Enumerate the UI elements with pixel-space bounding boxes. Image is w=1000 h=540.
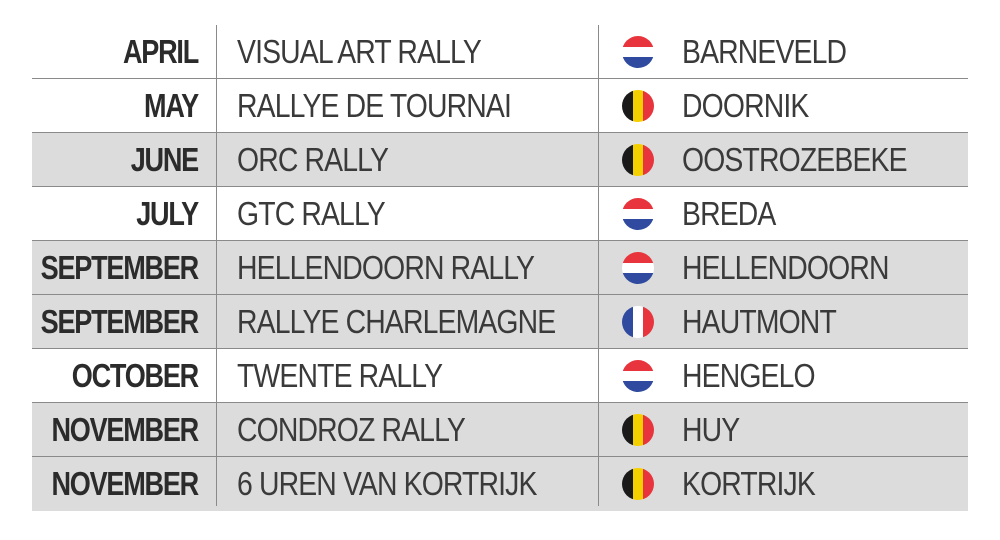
city-cell: KORTRIJK (682, 465, 816, 502)
city-cell: DOORNIK (682, 86, 809, 124)
event-cell: RALLYE DE TOURNAI (237, 86, 512, 124)
column-divider-event (598, 25, 599, 506)
flag-stripe (622, 46, 654, 58)
event-cell: RALLYE CHARLEMAGNE (237, 302, 556, 340)
month-cell: NOVEMBER (51, 465, 199, 502)
flag-stripe (643, 468, 654, 500)
month-cell: MAY (144, 86, 199, 124)
table-row: SEPTEMBER RALLYE CHARLEMAGNE HAUTMONT (32, 295, 968, 349)
belgium-flag-icon (622, 90, 654, 122)
flag-stripe (632, 144, 644, 176)
flag-stripe (632, 414, 644, 446)
flag-stripe (622, 57, 654, 68)
belgium-flag-icon (622, 414, 654, 446)
flag-stripe (622, 468, 633, 500)
table-row: JUNE ORC RALLY OOSTROZEBEKE (32, 133, 968, 187)
event-cell: HELLENDOORN RALLY (237, 248, 535, 286)
event-cell: GTC RALLY (237, 194, 386, 232)
flag-stripe (643, 144, 654, 176)
netherlands-flag-icon (622, 36, 654, 68)
flag-stripe (622, 273, 654, 284)
event-cell: CONDROZ RALLY (237, 410, 466, 448)
flag-stripe (622, 262, 654, 274)
table-row: OCTOBER TWENTE RALLY HENGELO (32, 349, 968, 403)
city-cell: HAUTMONT (682, 302, 837, 340)
flag-stripe (622, 252, 654, 263)
table-row: MAY RALLYE DE TOURNAI DOORNIK (32, 79, 968, 133)
rally-calendar-table: APRIL VISUAL ART RALLY BARNEVELD MAY RAL… (32, 25, 968, 511)
event-cell: TWENTE RALLY (237, 356, 443, 394)
city-cell: HUY (682, 410, 740, 448)
flag-stripe (643, 414, 654, 446)
month-cell: NOVEMBER (51, 410, 199, 448)
column-divider-month (216, 25, 217, 506)
city-cell: HELLENDOORN (682, 248, 889, 286)
belgium-flag-icon (622, 468, 654, 500)
netherlands-flag-icon (622, 360, 654, 392)
table-row: NOVEMBER CONDROZ RALLY HUY (32, 403, 968, 457)
event-cell: VISUAL ART RALLY (237, 32, 482, 70)
flag-stripe (643, 90, 654, 122)
event-cell: 6 UREN VAN KORTRIJK (237, 465, 537, 502)
table-row: JULY GTC RALLY BREDA (32, 187, 968, 241)
month-cell: OCTOBER (71, 356, 199, 394)
city-cell: BREDA (682, 194, 776, 232)
city-cell: BARNEVELD (682, 32, 847, 70)
month-cell: JULY (136, 194, 199, 232)
flag-stripe (632, 468, 644, 500)
flag-stripe (622, 144, 633, 176)
flag-stripe (622, 219, 654, 230)
flag-stripe (622, 90, 633, 122)
flag-stripe (622, 208, 654, 220)
flag-stripe (622, 360, 654, 371)
month-cell: SEPTEMBER (40, 248, 200, 286)
netherlands-flag-icon (622, 252, 654, 284)
france-flag-icon (622, 306, 654, 338)
belgium-flag-icon (622, 144, 654, 176)
netherlands-flag-icon (622, 198, 654, 230)
flag-stripe (643, 306, 654, 338)
table-row: NOVEMBER 6 UREN VAN KORTRIJK KORTRIJK (32, 457, 968, 511)
table-row: SEPTEMBER HELLENDOORN RALLY HELLENDOORN (32, 241, 968, 295)
month-cell: APRIL (122, 32, 199, 70)
flag-stripe (622, 381, 654, 392)
month-cell: JUNE (130, 140, 199, 178)
flag-stripe (622, 36, 654, 47)
table-row: APRIL VISUAL ART RALLY BARNEVELD (32, 25, 968, 79)
flag-stripe (622, 370, 654, 382)
event-cell: ORC RALLY (237, 140, 389, 178)
flag-stripe (632, 306, 644, 338)
city-cell: OOSTROZEBEKE (682, 140, 908, 178)
flag-stripe (622, 198, 654, 209)
flag-stripe (622, 414, 633, 446)
flag-stripe (622, 306, 633, 338)
city-cell: HENGELO (682, 356, 816, 394)
month-cell: SEPTEMBER (40, 302, 200, 340)
flag-stripe (632, 90, 644, 122)
